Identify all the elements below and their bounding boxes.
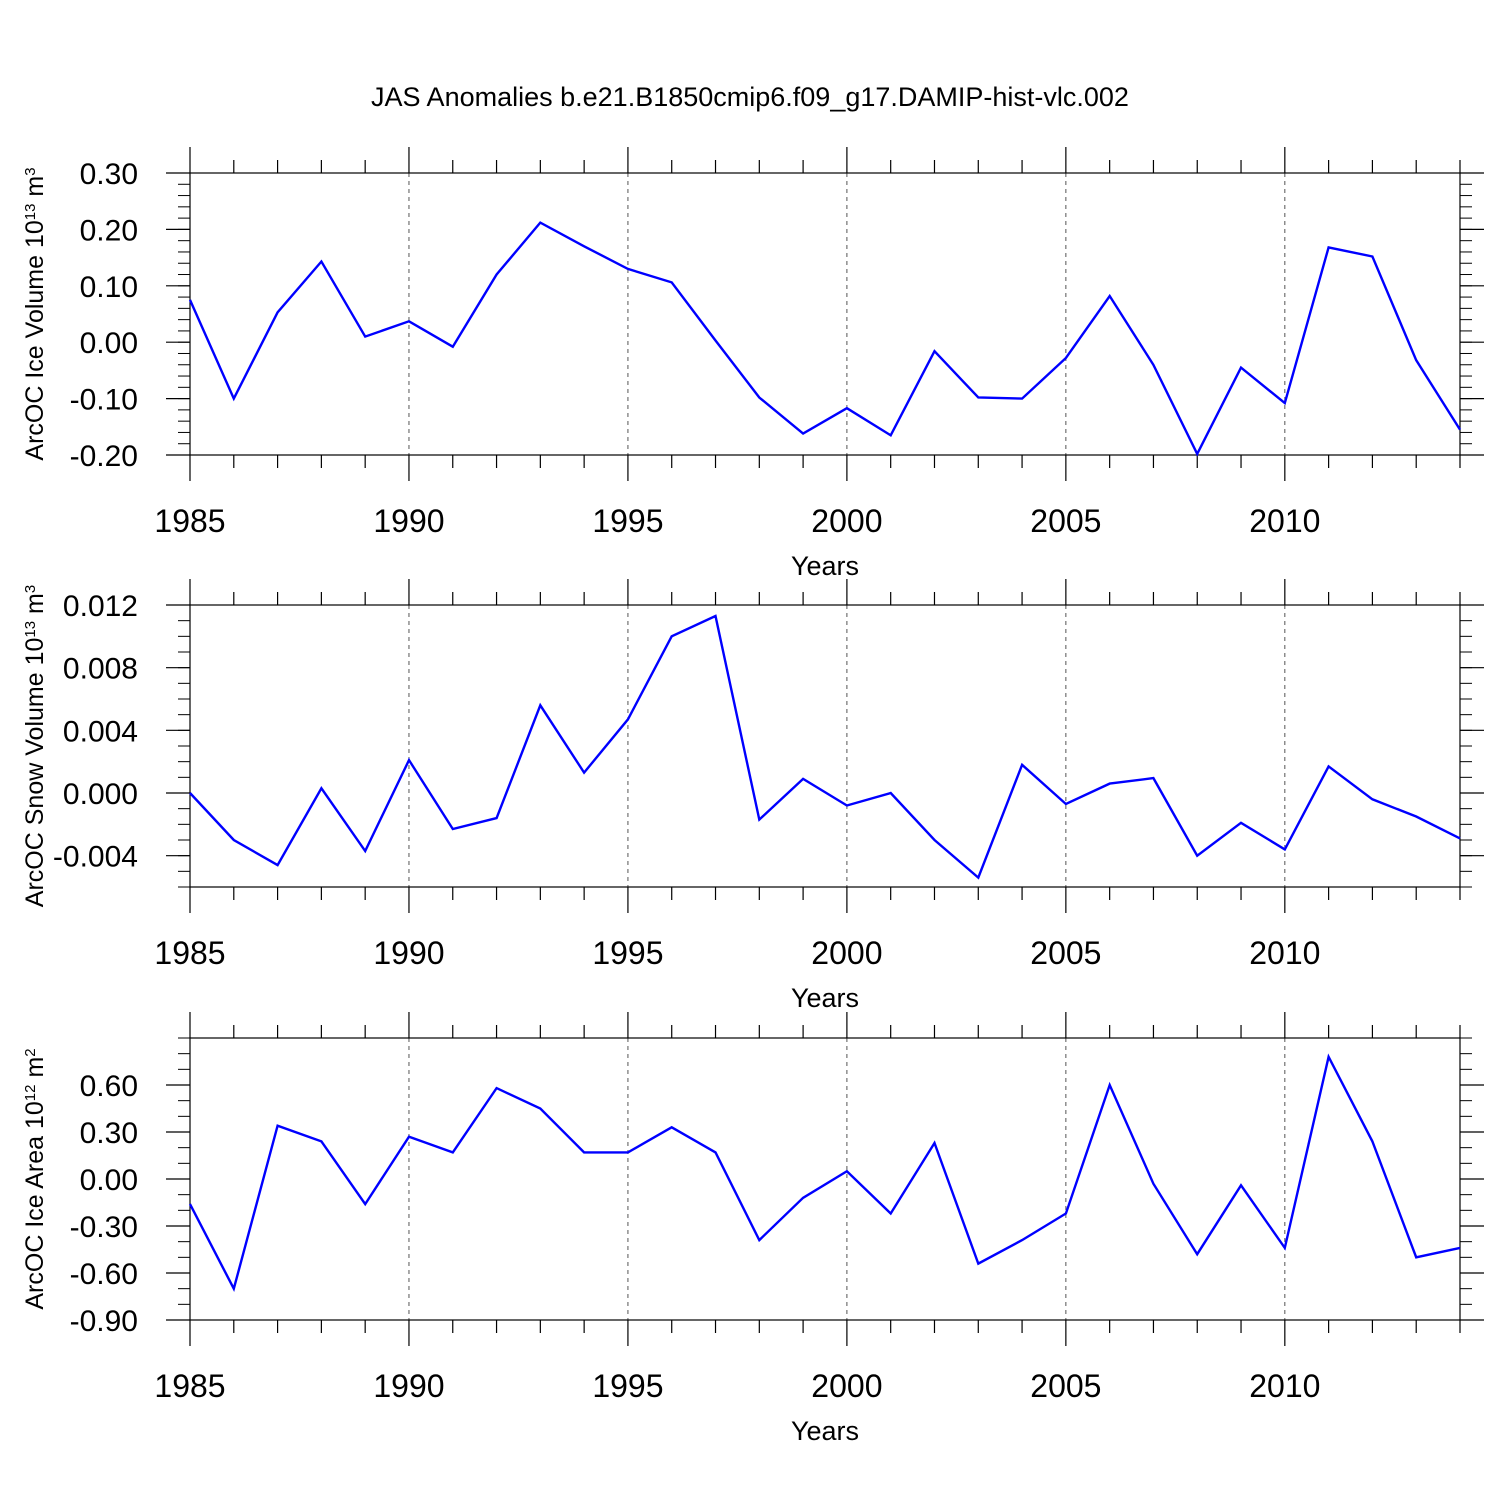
y-axis-label-superscript: 3 [22,167,39,175]
y-axis-label-text: m [21,593,49,621]
y-tick-label: -0.20 [70,440,138,473]
x-tick-label: 1985 [154,503,225,539]
x-tick-label: 1995 [592,1368,663,1404]
x-tick-label: 2005 [1030,935,1101,971]
y-tick-label: -0.30 [70,1211,138,1244]
y-tick-label: 0.012 [63,590,138,623]
data-series-line-1-1 [188,221,1462,457]
x-axis-label: Years [791,983,859,1013]
plot-frame [189,172,1461,456]
x-tick-label: 2005 [1030,503,1101,539]
x-tick-label: 2010 [1249,1368,1320,1404]
y-tick-label: 0.30 [80,158,138,191]
x-tick-label: 1985 [154,1368,225,1404]
y-tick-label: 0.30 [80,1117,138,1150]
y-axis-label: ArcOC Ice Area 1012 m2 [21,1048,49,1309]
panel-2: -0.004 0.000 0.004 0.008 0.012 1985 1990 1995 20… [21,579,1484,1013]
y-axis-label-text: ArcOC Snow Volume 10 [21,638,49,908]
y-axis-label: ArcOC Snow Volume 1013 m3 [21,585,49,907]
x-tick-label: 2005 [1030,1368,1101,1404]
panel-3: -0.90 -0.60 -0.30 0.00 0.30 0.60 1985 1990 1995 2… [21,1012,1484,1446]
y-tick-label: 0.10 [80,271,138,304]
x-tick-label: 2000 [811,935,882,971]
y-tick-label: 0.008 [63,653,138,686]
x-tick-label: 1995 [592,935,663,971]
y-axis-label: ArcOC Ice Volume 1013 m3 [21,167,49,460]
x-tick-label: 1995 [592,503,663,539]
x-tick-label: 2000 [811,503,882,539]
y-tick-label: 0.004 [63,715,138,748]
chart-title: JAS Anomalies b.e21.B1850cmip6.f09_g17.D… [371,82,1129,112]
panel-1: -0.20 -0.10 0.00 0.10 0.20 0.30 1985 1990 1995 20… [21,147,1484,581]
x-tick-label: 2000 [811,1368,882,1404]
y-axis-label-superscript: 2 [22,1048,39,1056]
y-tick-label: 0.000 [63,778,138,811]
x-tick-label: 2010 [1249,503,1320,539]
y-axis-label-superscript: 3 [22,585,39,593]
y-axis-label-text: ArcOC Ice Volume 10 [21,220,49,460]
x-axis-label: Years [791,1416,859,1446]
data-series-line-2-1 [189,614,1461,880]
y-tick-label: 0.20 [80,214,138,247]
x-tick-label: 1990 [373,503,444,539]
y-axis-label-text: ArcOC Ice Area 10 [21,1101,49,1309]
y-tick-label: -0.004 [53,841,138,874]
y-axis-label-text: m [21,176,49,204]
x-tick-label: 1990 [373,1368,444,1404]
data-series-line-3-1 [188,1053,1461,1292]
x-tick-label: 1985 [154,935,225,971]
y-tick-label: -0.90 [70,1305,138,1338]
y-axis-label-superscript: 12 [22,1085,39,1102]
y-tick-label: -0.60 [70,1258,138,1291]
x-tick-label: 2010 [1249,935,1320,971]
y-tick-label: 0.00 [80,327,138,360]
y-tick-label: -0.10 [70,384,138,417]
y-tick-label: 0.00 [80,1164,138,1197]
y-tick-label: 0.60 [80,1070,138,1103]
y-axis-label-text: m [21,1057,49,1085]
y-axis-label-superscript: 13 [22,204,39,221]
x-axis-label: Years [791,551,859,581]
y-axis-label-superscript: 13 [22,621,39,638]
x-tick-label: 1990 [373,935,444,971]
